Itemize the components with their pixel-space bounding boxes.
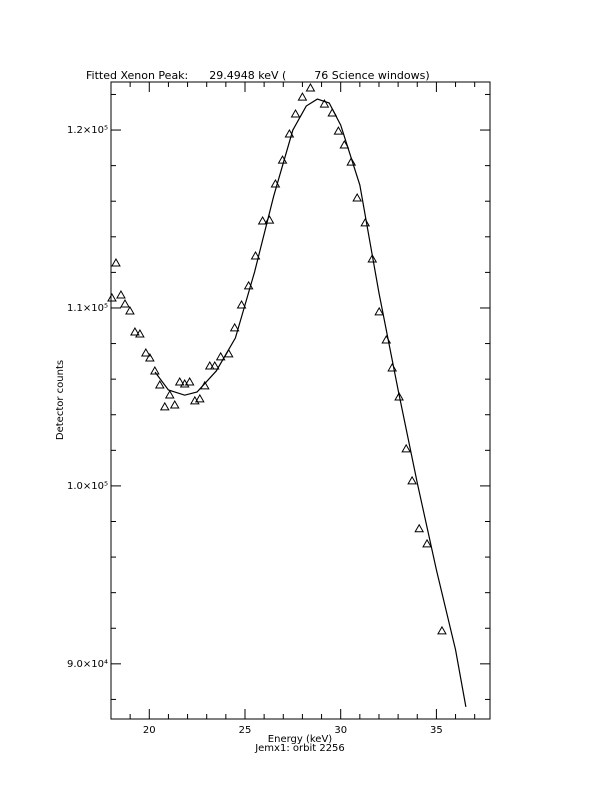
data-point xyxy=(135,328,145,338)
data-point xyxy=(414,523,425,533)
x-tick-label: 35 xyxy=(430,725,443,736)
data-point xyxy=(407,475,417,485)
data-point xyxy=(333,126,344,135)
data-point xyxy=(367,254,378,263)
data-point xyxy=(346,157,357,166)
data-point xyxy=(374,306,385,316)
data-point xyxy=(194,393,205,403)
data-point xyxy=(169,399,180,409)
data-point xyxy=(149,365,160,375)
data-point xyxy=(164,389,175,399)
x-axis-label: Energy (keV) xyxy=(268,734,333,745)
data-point xyxy=(305,83,316,92)
data-point xyxy=(250,251,261,260)
data-point xyxy=(174,376,185,386)
data-point xyxy=(290,109,301,118)
y-tick-label: 1.0×10⁵ xyxy=(67,481,108,492)
data-point xyxy=(204,360,215,370)
data-point xyxy=(116,289,126,299)
data-point xyxy=(236,299,247,309)
data-point xyxy=(184,376,195,386)
data-point xyxy=(130,326,140,336)
x-tick-label: 20 xyxy=(143,725,156,736)
data-point xyxy=(144,352,155,362)
data-point xyxy=(387,362,398,372)
data-point xyxy=(437,625,447,635)
data-point xyxy=(297,92,308,101)
data-point xyxy=(209,360,220,370)
data-point xyxy=(352,193,363,202)
data-point xyxy=(159,401,170,411)
data-point xyxy=(107,293,117,302)
data-point xyxy=(120,298,130,308)
plot-frame xyxy=(110,81,491,720)
data-point xyxy=(394,391,404,401)
y-tick-label: 1.2×10⁵ xyxy=(67,125,108,136)
subtitle: Jemx1: orbit 2256 xyxy=(254,743,345,754)
x-tick-label: 25 xyxy=(239,725,252,736)
chart-title: Fitted Xenon Peak: 29.4948 keV ( 76 Scie… xyxy=(86,69,430,82)
data-point xyxy=(229,322,240,332)
x-tick-label: 30 xyxy=(334,725,347,736)
data-point xyxy=(360,217,371,227)
data-point xyxy=(111,257,121,267)
data-point xyxy=(422,538,432,548)
y-tick-label: 9.0×10⁴ xyxy=(67,659,108,670)
data-point xyxy=(140,347,151,357)
data-point xyxy=(125,305,135,315)
data-point xyxy=(319,99,330,108)
data-point xyxy=(401,443,412,453)
data-point xyxy=(154,380,165,389)
data-point xyxy=(215,351,226,361)
y-axis-label: Detector counts xyxy=(55,360,66,440)
fit-line xyxy=(154,98,467,708)
y-tick-label: 1.1×10⁵ xyxy=(67,303,108,314)
data-point xyxy=(257,215,268,225)
